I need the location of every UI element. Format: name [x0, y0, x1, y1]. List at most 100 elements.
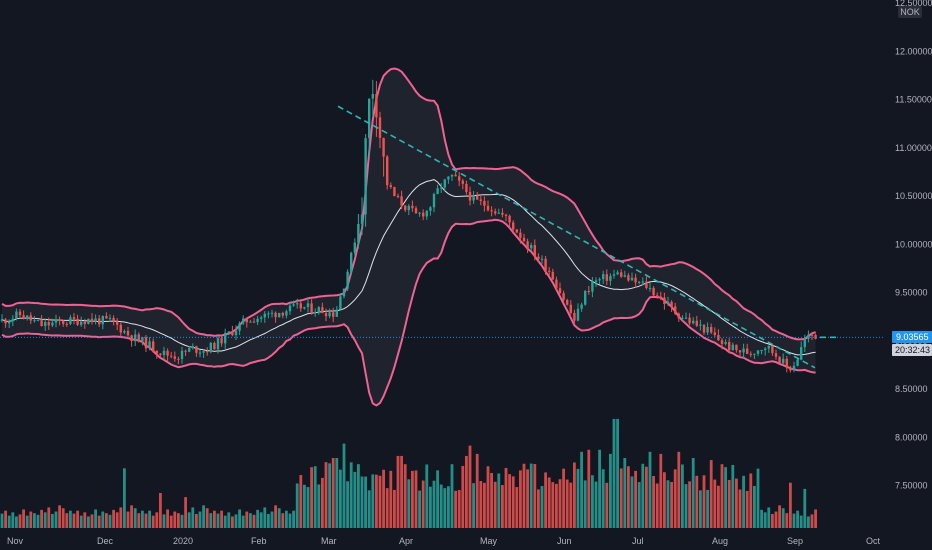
candle-body: [33, 320, 36, 322]
candle-body: [8, 321, 11, 324]
candle-body: [648, 287, 652, 289]
candle-body: [339, 296, 342, 310]
candle-body: [663, 297, 666, 305]
volume-bar: [385, 488, 389, 528]
time-axis[interactable]: Nov Dec 2020 Feb Mar Apr May Jun Jul Aug Sep Oct: [0, 532, 884, 550]
volume-bar: [450, 464, 454, 528]
time-tick-label: Dec: [97, 536, 114, 546]
volume-bar: [540, 486, 544, 528]
volume-bar: [702, 475, 706, 528]
volume-bar: [105, 513, 108, 528]
candle-body: [191, 346, 194, 349]
volume-bar: [789, 482, 792, 528]
volume-bar: [727, 479, 731, 528]
candle-body: [321, 307, 324, 314]
candle-body: [51, 322, 54, 326]
candle-body: [76, 318, 79, 325]
candle-body: [400, 196, 403, 206]
volume-bar: [241, 515, 245, 528]
time-tick-label: May: [480, 536, 498, 546]
volume-bar: [573, 462, 576, 528]
candle-body: [285, 311, 288, 316]
volume-bar: [623, 458, 627, 528]
volume-bar: [655, 483, 659, 528]
candle-body: [26, 315, 29, 319]
volume-bar: [501, 485, 504, 528]
candle-body: [245, 318, 248, 323]
candle-body: [184, 350, 187, 352]
volume-bar: [576, 468, 580, 528]
volume-bar: [187, 512, 191, 528]
candle-body: [162, 350, 166, 355]
candle-body: [112, 317, 115, 322]
candle-body: [393, 187, 396, 197]
volume-bar: [51, 514, 54, 528]
volume-bar: [673, 469, 677, 528]
price-tick-label: 10.00000: [895, 239, 932, 249]
candle-body: [418, 212, 421, 214]
candle-body: [540, 258, 544, 260]
candle-body: [152, 341, 155, 351]
volume-bar: [666, 480, 670, 528]
candle-body: [47, 322, 50, 326]
volume-bar: [457, 490, 461, 528]
volume-bar: [76, 510, 79, 528]
volume-bar: [511, 476, 515, 528]
candle-body: [346, 271, 349, 289]
candle-body: [173, 356, 176, 359]
candle-body: [717, 334, 720, 341]
candle-body: [116, 321, 119, 325]
volume-bar: [148, 510, 151, 528]
candle-body: [126, 331, 130, 336]
candle-body: [303, 306, 306, 309]
candle-body: [155, 350, 158, 354]
volume-bar: [555, 483, 558, 528]
volume-bar: [472, 483, 475, 528]
volume-bar: [263, 507, 267, 528]
volume-bar: [87, 516, 90, 528]
volume-bar: [274, 505, 277, 528]
candle-body: [486, 205, 490, 211]
volume-bar: [756, 468, 760, 528]
candle-body: [216, 338, 220, 350]
candle-body: [569, 304, 572, 313]
volume-bar: [403, 464, 407, 528]
candle-body: [368, 98, 371, 139]
candle-body: [342, 288, 346, 297]
volume-bar: [414, 470, 418, 528]
candle-body: [645, 281, 648, 288]
candle-body: [749, 353, 752, 355]
candle-body: [774, 353, 778, 357]
volume-bar: [706, 489, 709, 528]
time-tick-label: Apr: [399, 536, 413, 546]
volume-bar: [267, 514, 270, 528]
price-axis[interactable]: 12.50000 12.00000 11.50000 11.00000 10.50000…: [884, 0, 932, 532]
candle-body: [0, 319, 4, 321]
volume-bar: [407, 479, 411, 528]
volume-bar: [94, 509, 97, 528]
candle-body: [414, 208, 418, 214]
volume-bar: [717, 485, 720, 528]
volume-bar: [436, 470, 439, 528]
volume-bar: [681, 464, 684, 528]
volume-bar: [281, 513, 285, 528]
volume-bar: [792, 513, 796, 528]
candle-body: [472, 195, 475, 201]
time-tick-label: Nov: [7, 536, 24, 546]
volume-bar: [123, 468, 126, 528]
candle-body: [270, 312, 274, 314]
candle-body: [782, 358, 785, 364]
volume-bar: [11, 512, 15, 528]
candle-body: [249, 321, 252, 323]
volume-bar: [493, 481, 497, 528]
candle-body: [504, 214, 508, 216]
volume-bar: [432, 480, 436, 528]
volume-bar: [565, 479, 569, 528]
volume-bar: [803, 488, 807, 528]
volume-bar: [645, 466, 648, 528]
volume-bar: [169, 515, 173, 528]
currency-badge: [898, 6, 922, 18]
candle-body: [548, 270, 551, 272]
volume-bar: [609, 453, 612, 528]
